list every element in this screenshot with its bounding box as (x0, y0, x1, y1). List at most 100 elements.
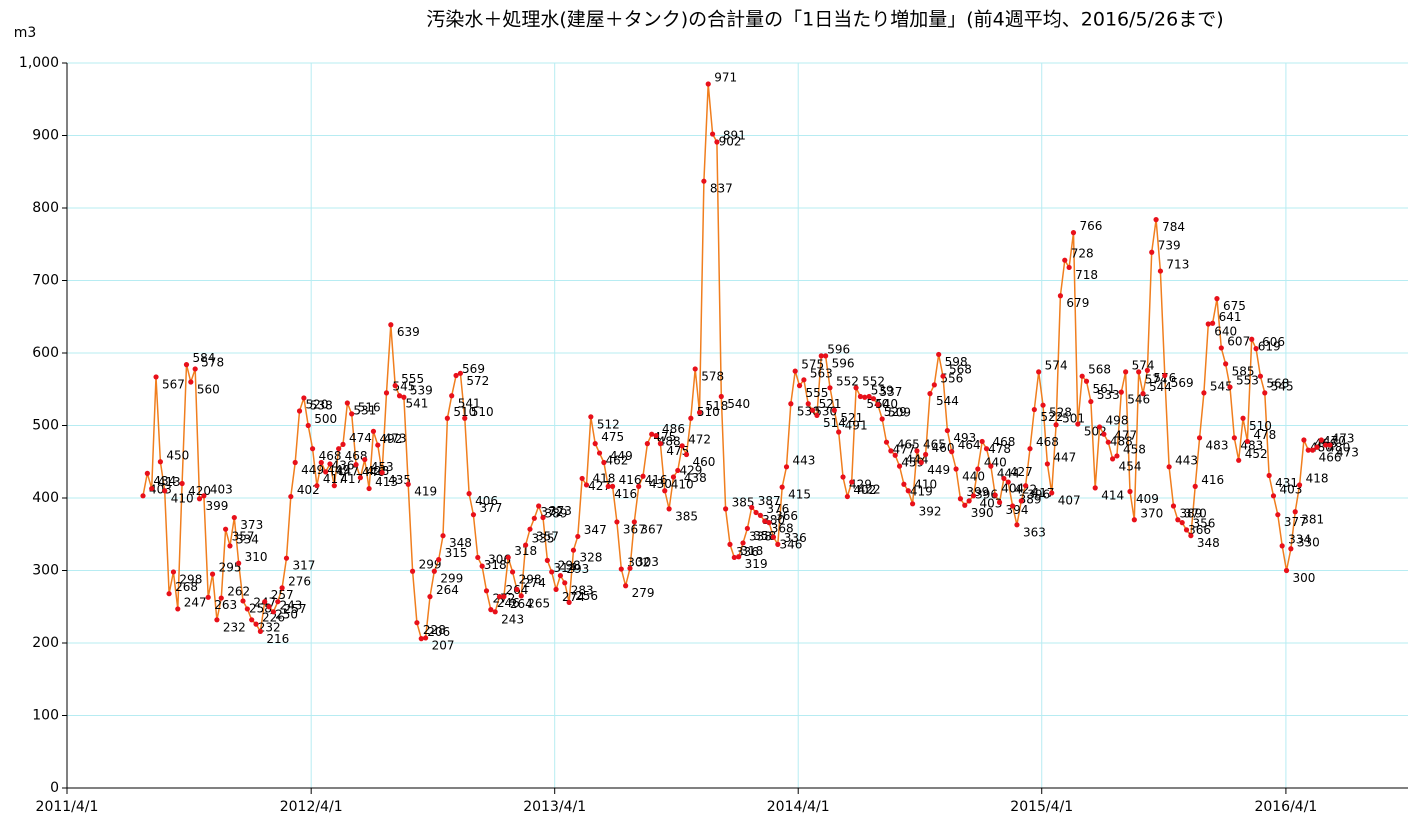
data-point (657, 441, 664, 447)
data-label: 567 (162, 377, 185, 391)
data-label: 452 (1245, 447, 1268, 461)
data-point (1183, 527, 1190, 533)
data-label: 396 (1027, 487, 1050, 501)
data-point (1149, 249, 1155, 255)
data-point (631, 519, 637, 525)
data-point (383, 390, 390, 396)
data-point (223, 526, 229, 532)
data-point (562, 580, 568, 586)
data-point (201, 493, 207, 499)
data-label: 574 (1132, 358, 1155, 372)
data-point (1323, 442, 1329, 448)
data-point (292, 459, 298, 466)
data-label: 449 (301, 463, 324, 477)
data-label: 216 (266, 632, 289, 646)
data-label: 483 (1206, 438, 1229, 452)
data-label: 552 (836, 374, 859, 388)
data-label: 389 (1179, 506, 1202, 520)
data-point (614, 519, 620, 525)
data-point (892, 452, 898, 458)
data-point (153, 374, 159, 380)
data-point (788, 401, 794, 407)
data-point (936, 351, 942, 358)
data-point (379, 470, 385, 476)
data-point (309, 446, 316, 452)
data-point (518, 593, 524, 599)
data-label: 537 (879, 385, 902, 399)
data-point (670, 474, 677, 480)
data-label: 675 (1223, 299, 1246, 313)
data-point (627, 565, 633, 571)
data-label: 232 (258, 620, 281, 634)
data-label: 318 (740, 544, 763, 558)
data-label: 303 (636, 555, 659, 569)
data-point (1179, 520, 1185, 526)
data-label: 606 (1262, 335, 1285, 349)
y-tick-label: 700 (32, 273, 59, 289)
data-label: 299 (440, 572, 463, 586)
data-point (983, 446, 990, 452)
data-label: 406 (475, 494, 498, 508)
data-point (479, 563, 485, 569)
data-label: 330 (1297, 535, 1320, 549)
data-label: 399 (206, 499, 229, 513)
data-point (540, 514, 546, 521)
data-label: 538 (310, 398, 333, 412)
data-label: 539 (871, 384, 894, 398)
data-label: 295 (219, 561, 242, 575)
data-label: 453 (371, 460, 394, 474)
data-point (1101, 431, 1107, 437)
data-label: 460 (932, 441, 955, 455)
data-point (331, 483, 337, 489)
data-label: 540 (875, 397, 898, 411)
data-point (418, 636, 424, 642)
data-label: 473 (1336, 446, 1359, 460)
data-point (475, 554, 481, 561)
data-point (1031, 406, 1037, 413)
data-label: 417 (323, 472, 346, 486)
data-point (1301, 437, 1307, 443)
data-point (470, 512, 477, 518)
data-point (649, 431, 655, 437)
data-point (596, 450, 603, 456)
data-label: 306 (488, 553, 511, 567)
data-point (849, 479, 855, 485)
data-label: 574 (1145, 372, 1168, 386)
data-label: 417 (1032, 486, 1055, 500)
data-label: 413 (375, 475, 398, 489)
data-label: 971 (714, 71, 737, 85)
data-point (449, 393, 455, 399)
data-label: 462 (606, 454, 629, 468)
data-label: 246 (497, 596, 520, 610)
data-point (1044, 461, 1050, 467)
data-point (1288, 546, 1294, 552)
data-label: 373 (549, 504, 572, 518)
data-point (840, 474, 846, 480)
data-label: 510 (453, 405, 476, 419)
data-label: 766 (1079, 219, 1102, 233)
data-label: 377 (479, 501, 502, 515)
data-point (231, 514, 237, 521)
data-label: 390 (971, 506, 994, 520)
data-label: 366 (1188, 523, 1211, 537)
data-label: 475 (601, 430, 624, 444)
data-label: 556 (940, 371, 963, 385)
data-label: 258 (249, 601, 272, 615)
data-point (409, 568, 416, 574)
data-label: 402 (297, 483, 320, 497)
data-label: 540 (727, 397, 750, 411)
data-point (157, 459, 163, 465)
data-label: 268 (175, 580, 198, 594)
data-label: 357 (536, 530, 559, 544)
data-label: 553 (1236, 374, 1259, 388)
data-label: 257 (284, 602, 307, 616)
data-point (496, 594, 503, 600)
data-label: 572 (466, 374, 489, 388)
data-label: 348 (1197, 536, 1220, 550)
data-label: 500 (314, 412, 337, 426)
data-point (279, 585, 285, 591)
data-label: 718 (1075, 268, 1098, 282)
data-point (844, 493, 850, 500)
y-tick-label: 0 (50, 780, 59, 796)
data-label: 574 (1045, 358, 1068, 372)
